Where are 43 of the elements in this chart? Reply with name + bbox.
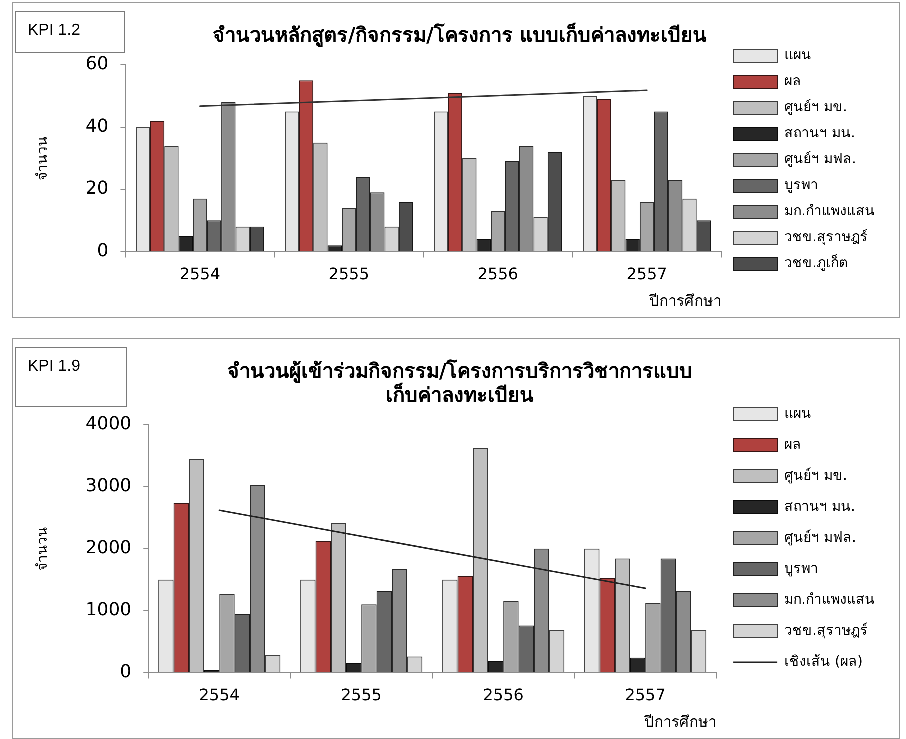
legend-label: ศูนย์ฯ มข. xyxy=(784,467,848,484)
legend-label: ศูนย์ฯ มฟล. xyxy=(784,529,856,546)
y-tick-label: 3000 xyxy=(86,476,132,497)
y-tick-label: 4000 xyxy=(86,414,132,435)
x-tick-label: 2556 xyxy=(478,264,518,284)
y-tick-label: 0 xyxy=(97,240,109,262)
legend-label: แผน xyxy=(784,48,812,64)
legend-label: วชข.สุราษฎร์ xyxy=(784,228,868,246)
x-tick-label: 2554 xyxy=(199,686,240,705)
legend-label: วชข.ภูเก็ต xyxy=(784,254,848,272)
x-tick-label: 2554 xyxy=(180,264,221,284)
y-tick-label: 2000 xyxy=(86,538,132,559)
x-tick-label: 2557 xyxy=(626,264,668,284)
legend-label: ศูนย์ฯ มฟล. xyxy=(784,150,856,168)
legend-label: บูรพา xyxy=(784,561,819,578)
x-tick-label: 2555 xyxy=(341,686,382,705)
legend-label: เชิงเส้น (ผล) xyxy=(784,654,863,670)
text: KPI 1.9 xyxy=(15,347,127,407)
text: KPI 1.2 xyxy=(15,11,125,53)
y-axis-title: จำนวน xyxy=(35,136,52,180)
y-tick-label: 1000 xyxy=(86,600,132,621)
legend-label: แผน xyxy=(784,406,812,422)
legend-label: ศูนย์ฯ มข. xyxy=(784,98,848,116)
legend-label: ผล xyxy=(784,74,802,90)
legend-label: สถานฯ มน. xyxy=(784,126,856,142)
legend-label: สถานฯ มน. xyxy=(784,499,856,516)
chart-title: จำนวนหลักสูตร/กิจกรรม/โครงการ แบบเก็บค่าลงทะเบียน xyxy=(213,22,707,50)
y-tick-label: 40 xyxy=(86,116,109,137)
x-tick-label: 2555 xyxy=(328,264,370,284)
x-tick-label: 2557 xyxy=(625,686,666,705)
legend-label: บูรพา xyxy=(784,178,819,194)
legend-label: วชข.สุราษฎร์ xyxy=(784,622,868,640)
legend-label: ผล xyxy=(784,437,802,454)
x-tick-label: 2556 xyxy=(483,686,524,705)
legend-label: มก.กำแพงแสน xyxy=(784,204,876,220)
y-tick-label: 60 xyxy=(86,54,109,75)
y-tick-label: 20 xyxy=(86,178,109,200)
chart-title: จำนวนผู้เข้าร่วมกิจกรรม/โครงการบริการวิชาการแบบ เก็บค่าลงทะเบียน xyxy=(227,359,693,408)
legend-label: มก.กำแพงแสน xyxy=(784,592,876,608)
y-axis-title: จำนวน xyxy=(35,526,52,571)
y-tick-label: 0 xyxy=(120,661,132,682)
x-axis-title: ปีการศึกษา xyxy=(644,712,717,731)
x-axis-title: ปีการศึกษา xyxy=(648,292,722,310)
